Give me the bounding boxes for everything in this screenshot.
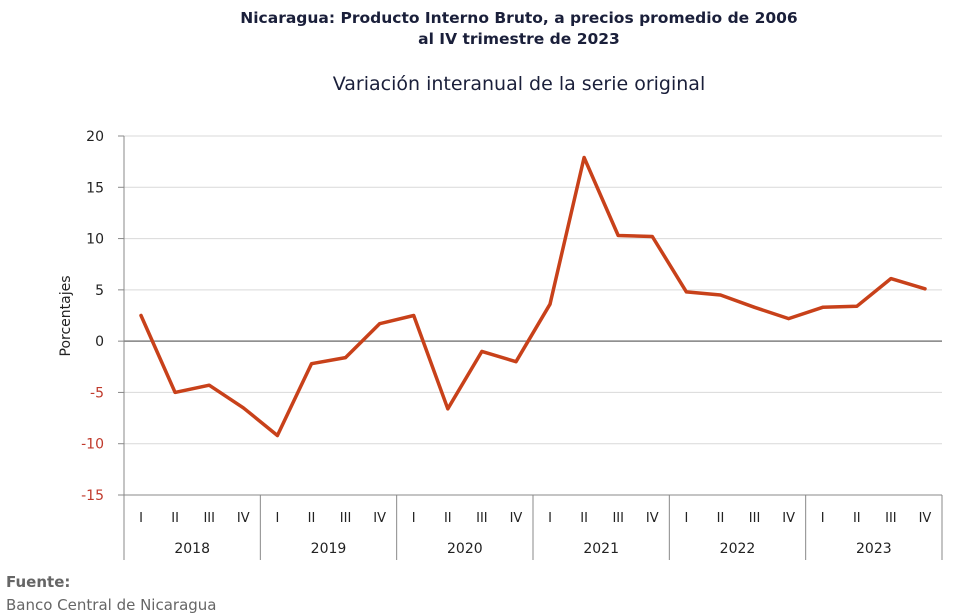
chart-subtitle: Variación interanual de la serie origina… xyxy=(332,73,706,95)
x-tick-label-quarter: II xyxy=(717,511,725,526)
x-tick-label-quarter: IV xyxy=(510,511,523,526)
x-tick-label-quarter: II xyxy=(444,511,452,526)
x-tick-label-quarter: I xyxy=(412,511,416,526)
source-text: Banco Central de Nicaragua xyxy=(6,596,217,614)
series-line xyxy=(139,155,927,438)
x-tick-label-quarter: I xyxy=(275,511,279,526)
chart-title-line-1: Nicaragua: Producto Interno Bruto, a pre… xyxy=(240,9,798,27)
data-point xyxy=(650,235,654,239)
y-tick-label: 15 xyxy=(86,180,104,196)
data-point xyxy=(787,317,791,321)
x-tick-label-quarter: I xyxy=(684,511,688,526)
y-tick-label: 10 xyxy=(86,232,104,248)
data-point xyxy=(514,360,518,364)
x-tick-label-quarter: III xyxy=(203,511,215,526)
x-tick-label-quarter: I xyxy=(821,511,825,526)
data-point xyxy=(139,314,143,317)
chart-title-line-2: al IV trimestre de 2023 xyxy=(418,30,620,48)
x-tick-label-year: 2022 xyxy=(720,541,756,557)
y-tick-label: -5 xyxy=(90,385,104,401)
y-tick-label: -10 xyxy=(81,437,104,453)
data-point xyxy=(480,349,484,353)
x-tick-label-year: 2018 xyxy=(174,541,210,557)
x-tick-label-year: 2023 xyxy=(856,541,892,557)
y-tick-label: 5 xyxy=(95,283,104,299)
y-tick-label: 0 xyxy=(95,334,104,350)
x-tick-label-quarter: IV xyxy=(646,511,659,526)
x-tick-label-quarter: III xyxy=(885,511,897,526)
x-tick-label-quarter: III xyxy=(340,511,352,526)
data-point xyxy=(548,302,552,306)
x-tick-label-quarter: III xyxy=(476,511,488,526)
x-tick-label-quarter: II xyxy=(580,511,588,526)
x-tick-label-quarter: II xyxy=(308,511,316,526)
y-tick-label: 20 xyxy=(86,129,104,145)
data-point xyxy=(582,156,586,160)
chart-title: Nicaragua: Producto Interno Bruto, a pre… xyxy=(0,8,972,50)
x-tick-label-year: 2021 xyxy=(583,541,619,557)
data-point xyxy=(207,383,211,387)
x-tick-label-quarter: IV xyxy=(373,511,386,526)
data-point xyxy=(616,233,620,237)
data-point xyxy=(923,287,927,291)
x-tick-label-quarter: II xyxy=(171,511,179,526)
source-label: Fuente: xyxy=(6,573,71,591)
data-point xyxy=(309,362,313,366)
data-point xyxy=(241,406,245,410)
x-tick-label-quarter: IV xyxy=(782,511,795,526)
x-tick-label-year: 2019 xyxy=(311,541,347,557)
x-tick-label-year: 2020 xyxy=(447,541,483,557)
data-point xyxy=(378,322,382,326)
x-tick-label-quarter: I xyxy=(548,511,552,526)
data-point xyxy=(412,314,416,317)
x-tick-label-quarter: IV xyxy=(919,511,932,526)
data-point xyxy=(344,356,348,360)
y-tick-label: -15 xyxy=(81,488,104,504)
x-tick-label-quarter: I xyxy=(139,511,143,526)
y-axis-title: Porcentajes xyxy=(58,275,74,356)
data-point xyxy=(753,305,757,309)
data-point xyxy=(821,305,825,309)
x-tick-label-quarter: IV xyxy=(237,511,250,526)
data-point xyxy=(275,434,279,438)
data-point xyxy=(889,277,893,281)
data-point xyxy=(855,304,859,308)
x-tick-label-quarter: II xyxy=(853,511,861,526)
data-point xyxy=(173,390,177,394)
data-point xyxy=(718,293,722,297)
data-point xyxy=(446,407,450,411)
x-tick-label-quarter: III xyxy=(749,511,761,526)
x-tick-label-quarter: III xyxy=(612,511,624,526)
data-point xyxy=(684,290,688,294)
